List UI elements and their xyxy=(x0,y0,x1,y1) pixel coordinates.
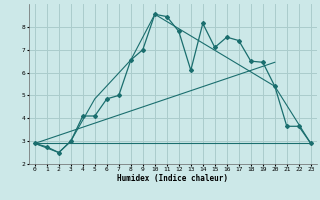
X-axis label: Humidex (Indice chaleur): Humidex (Indice chaleur) xyxy=(117,174,228,183)
